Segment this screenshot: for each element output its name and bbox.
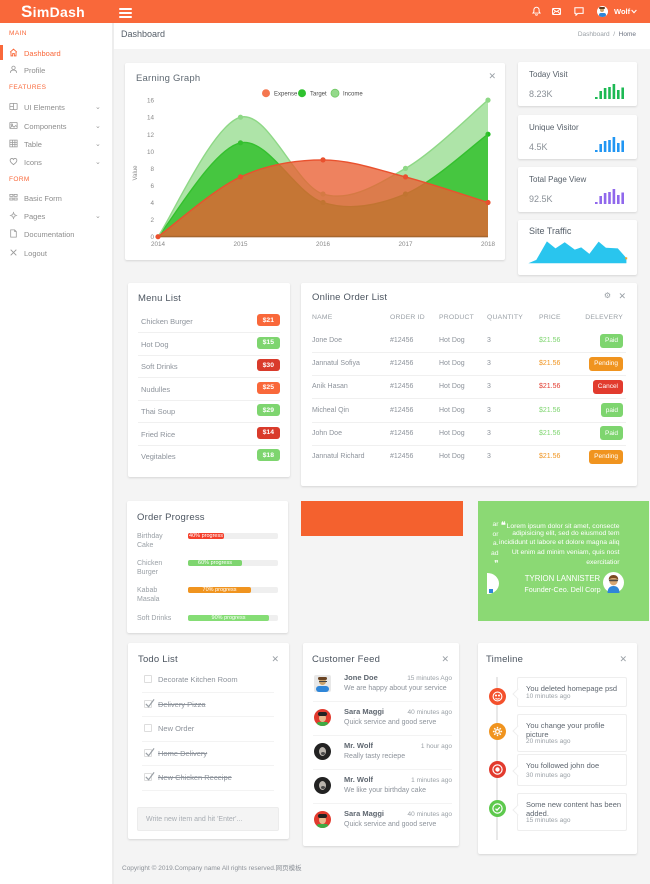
svg-text:Target: Target [310, 92, 327, 98]
svg-text:Expense: Expense [274, 92, 298, 98]
svg-text:2: 2 [150, 217, 154, 224]
svg-text:16: 16 [147, 98, 155, 105]
svg-text:10: 10 [147, 149, 155, 156]
svg-text:14: 14 [147, 115, 155, 122]
svg-text:4: 4 [150, 200, 154, 207]
svg-text:0: 0 [150, 234, 154, 241]
svg-text:2016: 2016 [316, 241, 331, 248]
svg-text:2018: 2018 [481, 241, 496, 248]
svg-text:Income: Income [343, 92, 363, 98]
svg-text:2014: 2014 [151, 241, 166, 248]
svg-text:2017: 2017 [398, 241, 413, 248]
svg-text:6: 6 [150, 183, 154, 190]
svg-text:8: 8 [150, 166, 154, 173]
svg-text:2015: 2015 [233, 241, 248, 248]
svg-text:12: 12 [147, 132, 155, 139]
svg-text:Value: Value [133, 165, 139, 181]
